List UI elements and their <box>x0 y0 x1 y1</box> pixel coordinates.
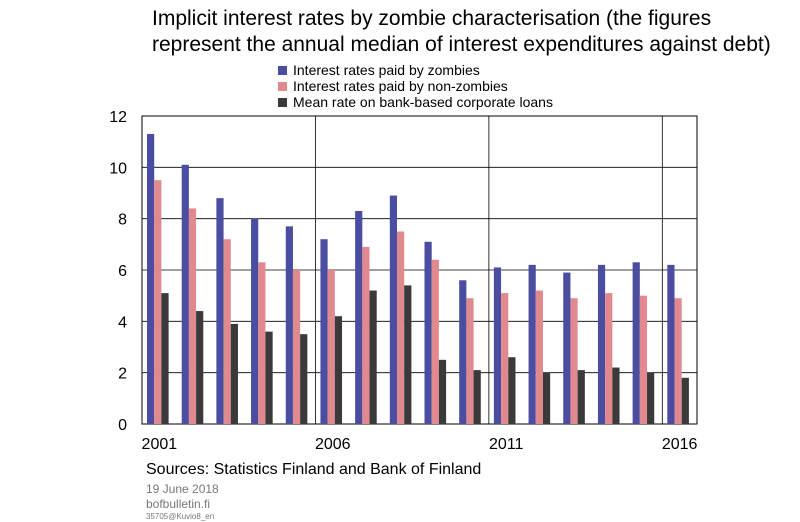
x-tick-label: 2001 <box>142 436 178 453</box>
bar-zombies <box>320 239 328 424</box>
legend-label-bank-loans: Mean rate on bank-based corporate loans <box>293 94 553 110</box>
bar-zombies <box>632 262 640 424</box>
bar-zombies <box>389 195 398 424</box>
bar-zombies <box>251 218 259 424</box>
bar-bank-loans <box>404 285 412 424</box>
bar-bank-loans <box>612 367 620 424</box>
bar-bank-loans <box>369 290 377 424</box>
bar-zombies <box>424 241 432 424</box>
bar-zombies <box>667 264 675 424</box>
bar-non-zombies <box>501 293 509 424</box>
bar-bank-loans <box>647 372 655 424</box>
bar-bank-loans <box>681 377 689 424</box>
bar-zombies <box>459 280 467 424</box>
legend-label-zombies: Interest rates paid by zombies <box>293 62 480 78</box>
legend-swatch-bank-loans <box>278 97 287 107</box>
y-tick-label: 2 <box>118 366 127 383</box>
x-tick-label: 2011 <box>489 436 524 453</box>
bar-non-zombies <box>258 262 266 424</box>
bar-non-zombies <box>431 259 439 424</box>
y-tick-label: 10 <box>109 160 127 177</box>
bar-bank-loans <box>334 316 343 424</box>
bar-non-zombies <box>535 290 543 424</box>
legend-item-non-zombies: Interest rates paid by non-zombies <box>278 78 553 94</box>
bar-non-zombies <box>397 231 405 424</box>
legend-swatch-non-zombies <box>278 81 287 91</box>
publication-date: 19 June 2018 <box>146 482 219 496</box>
bar-non-zombies <box>605 293 613 424</box>
bar-zombies <box>597 264 606 424</box>
bar-bank-loans <box>230 323 238 424</box>
bar-zombies <box>147 133 155 424</box>
bar-bank-loans <box>473 370 481 424</box>
chart-title: Implicit interest rates by zombie charac… <box>152 7 771 56</box>
bar-zombies <box>355 210 363 424</box>
chart-legend: Interest rates paid by zombies Interest … <box>278 62 553 110</box>
figure-code: 35705@Kuvio8_en <box>146 512 215 521</box>
bar-zombies <box>285 226 293 424</box>
bar-zombies <box>563 272 571 424</box>
site-name: bofbulletin.fi <box>146 497 211 511</box>
y-tick-label: 6 <box>118 263 127 280</box>
bar-non-zombies <box>327 270 335 424</box>
legend-item-bank-loans: Mean rate on bank-based corporate loans <box>278 94 553 110</box>
y-tick-label: 4 <box>118 314 127 331</box>
sources-note: Sources: Statistics Finland and Bank of … <box>146 461 482 478</box>
bar-bank-loans <box>438 359 447 424</box>
legend-label-non-zombies: Interest rates paid by non-zombies <box>293 78 508 94</box>
x-tick-label: 2016 <box>662 436 698 453</box>
bar-non-zombies <box>154 180 162 424</box>
bar-non-zombies <box>570 298 578 424</box>
bar-bank-loans <box>196 311 204 424</box>
bar-zombies <box>528 264 536 424</box>
bar-bank-loans <box>265 331 273 424</box>
bar-bank-loans <box>542 372 551 424</box>
bar-non-zombies <box>639 295 648 424</box>
bar-zombies <box>216 198 224 424</box>
bar-zombies <box>493 267 502 424</box>
plot-frame <box>141 115 698 425</box>
bar-non-zombies <box>292 270 301 424</box>
y-tick-label: 12 <box>109 109 127 126</box>
y-tick-label: 0 <box>118 417 127 434</box>
bar-non-zombies <box>674 298 682 424</box>
bar-zombies <box>181 164 189 424</box>
bar-bank-loans <box>508 357 516 424</box>
bar-bank-loans <box>300 334 308 424</box>
bar-non-zombies <box>466 298 474 424</box>
bar-non-zombies <box>362 246 370 424</box>
bar-non-zombies <box>223 239 231 424</box>
bar-bank-loans <box>161 293 169 424</box>
x-tick-label: 2006 <box>315 436 351 453</box>
legend-swatch-zombies <box>278 65 287 75</box>
legend-item-zombies: Interest rates paid by zombies <box>278 62 553 78</box>
bar-non-zombies <box>188 208 197 424</box>
y-tick-label: 8 <box>118 212 127 229</box>
bar-bank-loans <box>577 370 585 424</box>
